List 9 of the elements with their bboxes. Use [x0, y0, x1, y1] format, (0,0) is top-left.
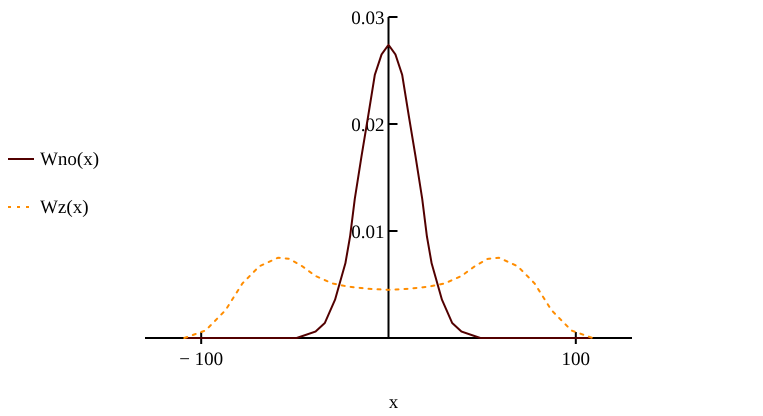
x-tick-label: − 100: [179, 349, 224, 370]
legend-label: Wno(x): [40, 149, 100, 170]
y-tick-label: 0.01: [351, 222, 384, 243]
y-tick-label: 0.03: [351, 8, 384, 29]
x-tick-label: 100: [562, 349, 590, 370]
line-series: [183, 256, 594, 339]
x-axis-title: x: [388, 392, 399, 413]
legend-label: Wz(x): [40, 197, 89, 218]
line-series: [185, 44, 592, 339]
